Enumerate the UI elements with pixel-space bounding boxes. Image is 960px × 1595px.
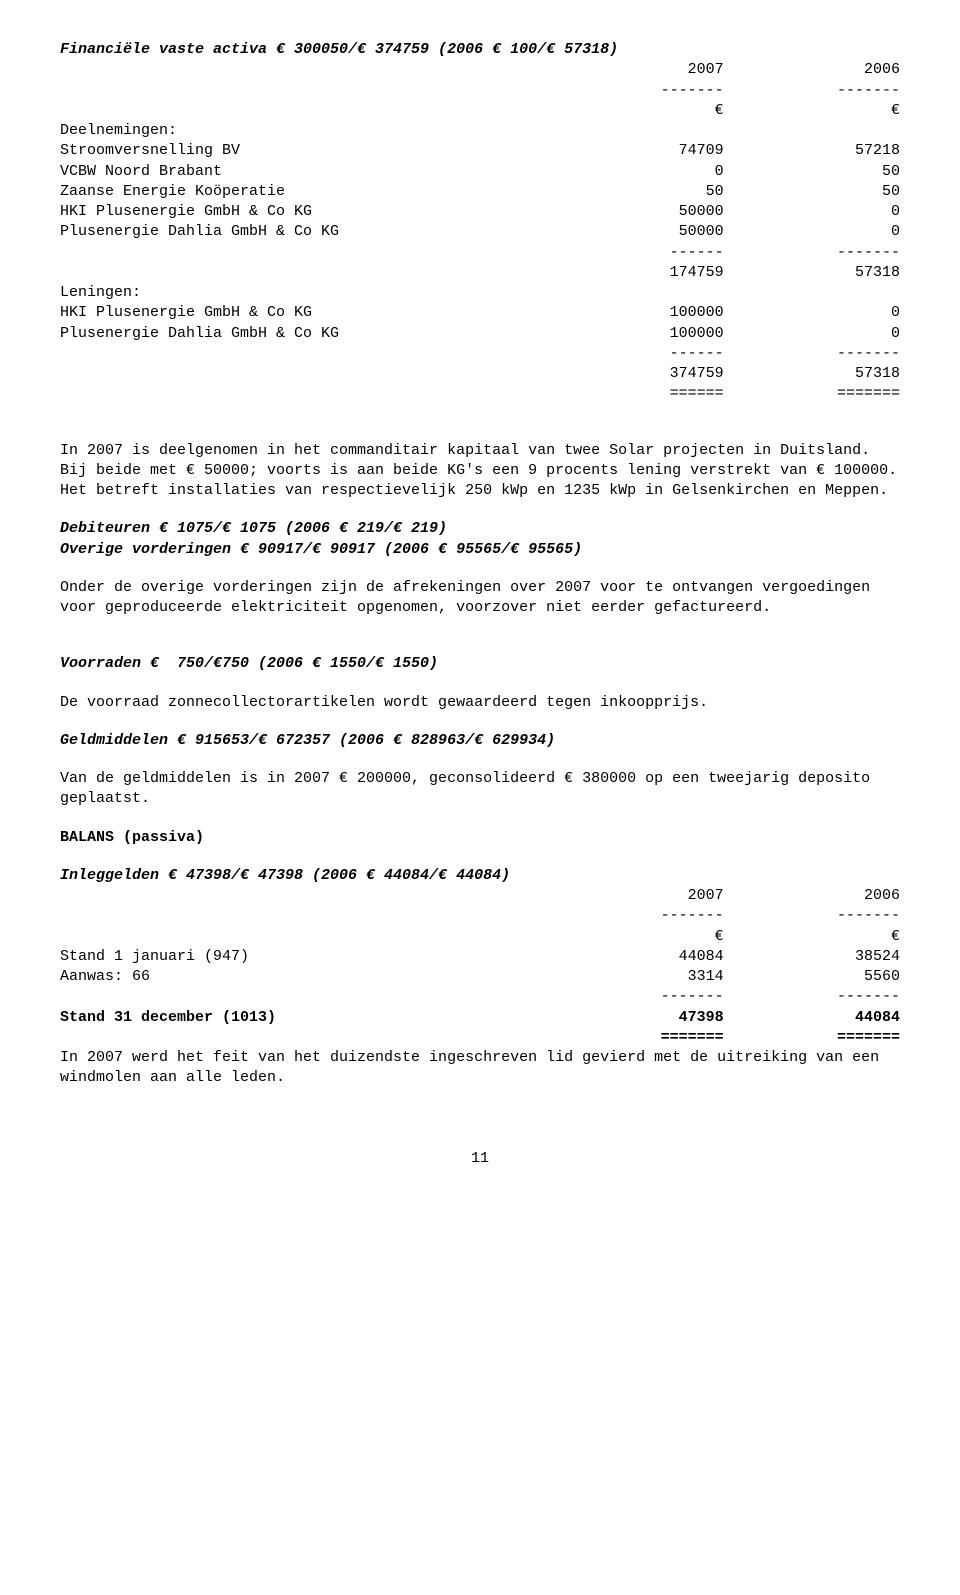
heading-geldmiddelen: Geldmiddelen € 915653/€ 672357 (2006 € 8…: [60, 731, 900, 751]
paragraph-geldmiddelen: Van de geldmiddelen is in 2007 € 200000,…: [60, 769, 900, 810]
table-row-label: Zaanse Energie Koöperatie: [60, 182, 547, 202]
table-row-value: 74709: [547, 141, 723, 161]
table-row-label: Leningen:: [60, 283, 547, 303]
sep: -------: [724, 906, 900, 926]
table-row-value: -------: [724, 987, 900, 1007]
table-row-label: HKI Plusenergie GmbH & Co KG: [60, 303, 547, 323]
table-row-label: [60, 384, 547, 404]
table-row-value: 44084: [724, 1008, 900, 1028]
heading-inleggelden: Inleggelden € 47398/€ 47398 (2006 € 4408…: [60, 866, 900, 886]
table-row-value: 50: [547, 182, 723, 202]
table-row-label: Plusenergie Dahlia GmbH & Co KG: [60, 222, 547, 242]
table-row-value: 0: [724, 222, 900, 242]
table-row-value: [724, 121, 900, 141]
table-row-value: 50: [724, 182, 900, 202]
table-inleggelden: 2007 2006 ------- ------- € € Stand 1 ja…: [60, 886, 900, 1048]
table-row-value: 57218: [724, 141, 900, 161]
table-row-label: Deelnemingen:: [60, 121, 547, 141]
heading-balans-passiva: BALANS (passiva): [60, 828, 900, 848]
table-row-value: 47398: [547, 1008, 723, 1028]
heading-debiteuren: Debiteuren € 1075/€ 1075 (2006 € 219/€ 2…: [60, 519, 900, 539]
table-row-value: 3314: [547, 967, 723, 987]
table-row-value: ------: [547, 243, 723, 263]
table-row-value: 57318: [724, 263, 900, 283]
table-row-value: 50000: [547, 222, 723, 242]
table-row-label: Stroomversnelling BV: [60, 141, 547, 161]
table-row-value: =======: [547, 1028, 723, 1048]
table-row-value: ------: [547, 344, 723, 364]
table-row-value: 100000: [547, 303, 723, 323]
table-row-value: 38524: [724, 947, 900, 967]
table-row-value: [724, 283, 900, 303]
table-row-value: 0: [547, 162, 723, 182]
table-row-value: [547, 283, 723, 303]
heading-financiele-vaste-activa: Financiële vaste activa € 300050/€ 37475…: [60, 40, 900, 60]
currency-symbol: €: [724, 101, 900, 121]
currency-symbol: €: [724, 927, 900, 947]
paragraph-solar-projecten: In 2007 is deelgenomen in het commandita…: [60, 441, 900, 502]
table-row-value: 5560: [724, 967, 900, 987]
table-row-value: 0: [724, 202, 900, 222]
sep: -------: [547, 906, 723, 926]
table-row-label: Aanwas: 66: [60, 967, 547, 987]
table-row-label: Stand 31 december (1013): [60, 1008, 547, 1028]
table-row-label: [60, 344, 547, 364]
table-row-value: 50: [724, 162, 900, 182]
table-row-label: [60, 1028, 547, 1048]
paragraph-duizendste-lid: In 2007 werd het feit van het duizendste…: [60, 1048, 900, 1089]
table-row-value: =======: [724, 1028, 900, 1048]
table-row-value: 0: [724, 324, 900, 344]
paragraph-voorraden: De voorraad zonnecollectorartikelen word…: [60, 693, 900, 713]
table-row-value: =======: [724, 384, 900, 404]
sep: -------: [547, 81, 723, 101]
table-row-value: 374759: [547, 364, 723, 384]
table-row-value: -------: [724, 243, 900, 263]
table-row-value: 174759: [547, 263, 723, 283]
table-row-label: VCBW Noord Brabant: [60, 162, 547, 182]
sep: -------: [724, 81, 900, 101]
year-header-2007: 2007: [547, 60, 723, 80]
table-row-label: HKI Plusenergie GmbH & Co KG: [60, 202, 547, 222]
paragraph-overige-vorderingen: Onder de overige vorderingen zijn de afr…: [60, 578, 900, 619]
table-row-value: 0: [724, 303, 900, 323]
heading-overige-vorderingen: Overige vorderingen € 90917/€ 90917 (200…: [60, 540, 900, 560]
table-row-value: -------: [547, 987, 723, 1007]
page-number: 11: [60, 1149, 900, 1169]
year-header-2006: 2006: [724, 886, 900, 906]
year-header-2007: 2007: [547, 886, 723, 906]
table-row-value: 50000: [547, 202, 723, 222]
table-row-label: [60, 243, 547, 263]
table-row-value: [547, 121, 723, 141]
table-row-label: Stand 1 januari (947): [60, 947, 547, 967]
table-row-label: Plusenergie Dahlia GmbH & Co KG: [60, 324, 547, 344]
table-row-value: ======: [547, 384, 723, 404]
currency-symbol: €: [547, 927, 723, 947]
currency-symbol: €: [547, 101, 723, 121]
table-row-value: 100000: [547, 324, 723, 344]
table-row-value: -------: [724, 344, 900, 364]
table-row-label: [60, 263, 547, 283]
year-header-2006: 2006: [724, 60, 900, 80]
table-row-label: [60, 364, 547, 384]
table-row-label: [60, 987, 547, 1007]
table-row-value: 44084: [547, 947, 723, 967]
table-deelnemingen-leningen: 2007 2006 ------- ------- € € Deelneming…: [60, 60, 900, 404]
heading-voorraden: Voorraden € 750/€750 (2006 € 1550/€ 1550…: [60, 654, 900, 674]
table-row-value: 57318: [724, 364, 900, 384]
